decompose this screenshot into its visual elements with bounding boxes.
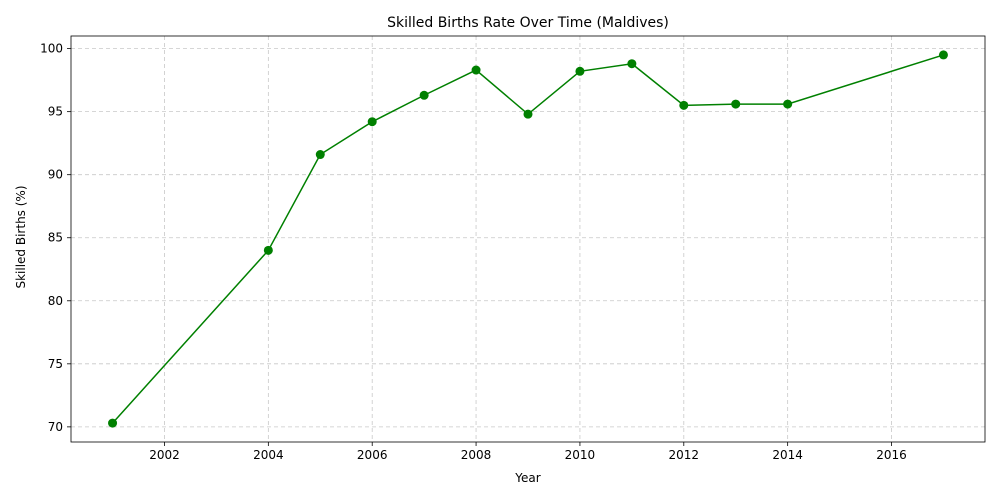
data-point (108, 418, 118, 428)
y-tick-label: 75 (48, 357, 63, 371)
x-tick-label: 2010 (565, 448, 596, 462)
data-point (315, 150, 325, 160)
x-tick-label: 2012 (669, 448, 700, 462)
x-tick-label: 2008 (461, 448, 492, 462)
x-tick-label: 2004 (253, 448, 284, 462)
x-tick-labels: 2002 2004 2006 2008 2010 2012 2014 2016 (149, 448, 907, 462)
y-tick-label: 85 (48, 231, 63, 245)
data-point (367, 117, 377, 127)
data-point (471, 65, 481, 75)
data-point (731, 99, 741, 109)
data-point (938, 50, 948, 60)
grid (71, 36, 985, 442)
series-layer (108, 50, 948, 428)
x-axis-title: Year (514, 471, 540, 485)
data-point (783, 99, 793, 109)
data-point (419, 90, 429, 100)
plot-frame (70, 35, 986, 443)
x-tick-label: 2006 (357, 448, 388, 462)
x-tick-label: 2002 (149, 448, 180, 462)
data-point (679, 100, 689, 110)
y-tick-label: 100 (40, 42, 63, 56)
data-point (263, 245, 273, 255)
axes (67, 35, 986, 446)
y-axis-title: Skilled Births (%) (14, 185, 28, 288)
x-tick-label: 2014 (772, 448, 803, 462)
x-tick-label: 2016 (876, 448, 907, 462)
y-tick-label: 90 (48, 168, 63, 182)
data-point (575, 66, 585, 76)
data-point (523, 109, 533, 119)
data-point (627, 59, 637, 69)
y-tick-label: 70 (48, 420, 63, 434)
chart-title: Skilled Births Rate Over Time (Maldives) (387, 15, 669, 31)
y-tick-label: 80 (48, 294, 63, 308)
y-tick-label: 95 (48, 105, 63, 119)
y-tick-labels: 70 75 80 85 90 95 100 (40, 42, 63, 434)
